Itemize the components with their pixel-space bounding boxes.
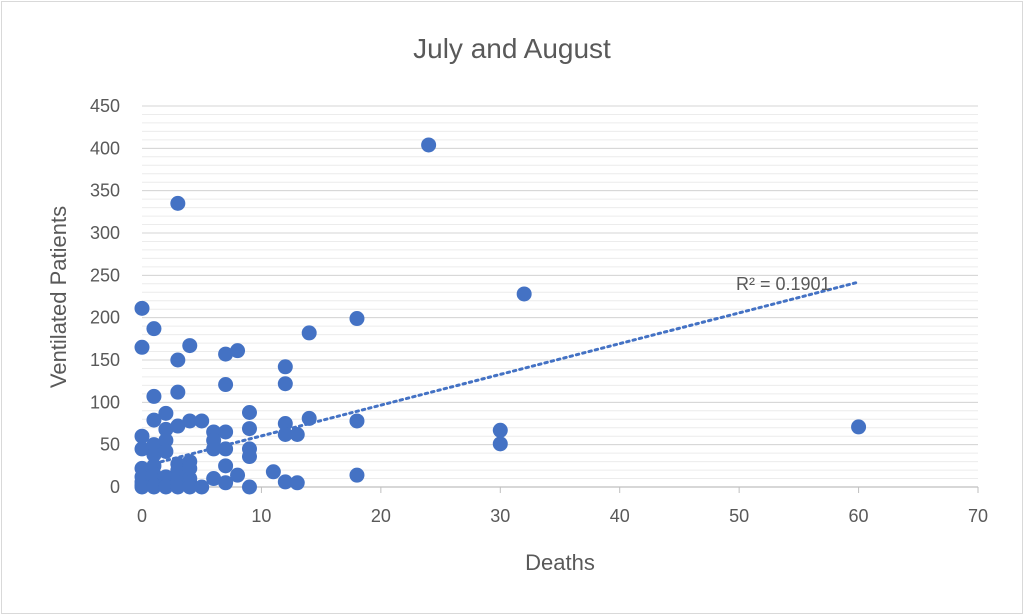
data-point	[134, 300, 150, 316]
x-tick-label: 30	[490, 506, 510, 526]
y-tick-label: 50	[100, 435, 120, 455]
y-tick-label: 450	[90, 96, 120, 116]
x-axis-label: Deaths	[525, 550, 595, 575]
data-point	[194, 413, 210, 429]
trendline-path	[140, 280, 861, 469]
data-point	[182, 338, 198, 354]
y-tick-label: 150	[90, 350, 120, 370]
x-tick-label: 40	[610, 506, 630, 526]
data-point	[158, 421, 174, 437]
x-axis-ticks: 0 10 20 30 40 50 60 70	[137, 487, 988, 526]
x-tick-label: 60	[849, 506, 869, 526]
data-point	[421, 137, 437, 153]
y-tick-label: 0	[110, 477, 120, 497]
trendline: R² = 0.1901	[140, 274, 861, 469]
data-point	[349, 467, 365, 483]
data-point	[241, 421, 257, 437]
data-point	[158, 405, 174, 421]
data-point	[170, 479, 186, 495]
data-point	[134, 479, 150, 495]
data-point	[146, 388, 162, 404]
data-point	[170, 418, 186, 434]
data-point	[134, 339, 150, 355]
data-point	[170, 352, 186, 368]
data-point	[134, 441, 150, 457]
data-point	[146, 479, 162, 495]
data-points	[134, 137, 867, 495]
data-point	[492, 422, 508, 438]
data-point	[218, 424, 234, 440]
data-point	[851, 419, 867, 435]
data-point	[230, 343, 246, 359]
data-point	[289, 475, 305, 491]
data-point	[230, 467, 246, 483]
data-point	[516, 286, 532, 302]
data-point	[170, 384, 186, 400]
y-axis-ticks: 0 50 100 150 200 250 300 350 400 450	[90, 96, 120, 497]
data-point	[146, 412, 162, 428]
data-point	[158, 443, 174, 459]
data-point	[241, 404, 257, 420]
data-point	[492, 436, 508, 452]
data-point	[289, 427, 305, 443]
data-point	[265, 464, 281, 480]
data-point	[241, 449, 257, 465]
data-point	[158, 432, 174, 448]
y-tick-label: 400	[90, 138, 120, 158]
data-point	[134, 428, 150, 444]
x-tick-label: 20	[371, 506, 391, 526]
x-tick-label: 10	[251, 506, 271, 526]
y-tick-label: 350	[90, 181, 120, 201]
data-point	[218, 346, 234, 362]
data-point	[349, 413, 365, 429]
data-point	[277, 359, 293, 375]
data-point	[277, 474, 293, 490]
y-tick-label: 250	[90, 265, 120, 285]
data-point	[146, 321, 162, 337]
y-axis-label: Ventilated Patients	[46, 206, 71, 388]
y-tick-label: 200	[90, 308, 120, 328]
x-tick-label: 50	[729, 506, 749, 526]
y-tick-label: 300	[90, 223, 120, 243]
r-squared-label: R² = 0.1901	[736, 274, 831, 294]
data-point	[218, 458, 234, 474]
data-point	[170, 195, 186, 211]
data-point	[206, 471, 222, 487]
data-point	[277, 376, 293, 392]
data-point	[218, 377, 234, 393]
data-point	[146, 447, 162, 463]
data-point	[301, 325, 317, 341]
data-point	[182, 479, 198, 495]
x-tick-label: 70	[968, 506, 988, 526]
chart-title: July and August	[413, 33, 611, 64]
data-point	[241, 479, 257, 495]
x-tick-label: 0	[137, 506, 147, 526]
data-point	[349, 311, 365, 327]
y-tick-label: 100	[90, 392, 120, 412]
data-point	[218, 475, 234, 491]
data-point	[194, 479, 210, 495]
data-point	[182, 413, 198, 429]
data-point	[277, 416, 293, 431]
data-point	[158, 479, 174, 495]
